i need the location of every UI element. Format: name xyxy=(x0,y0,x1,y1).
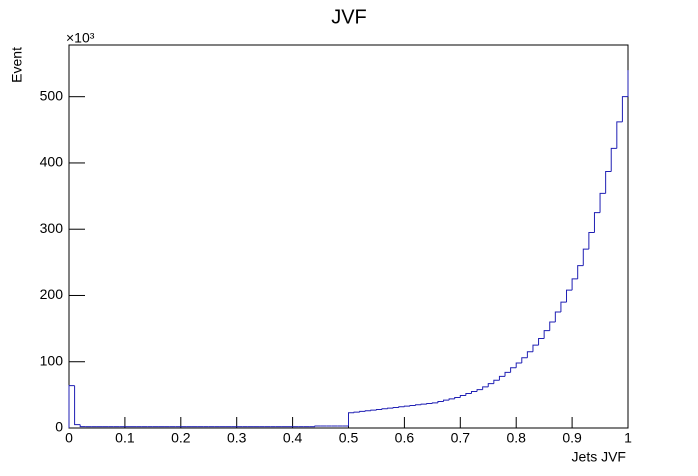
histogram-bin xyxy=(577,265,584,279)
histogram-bin xyxy=(381,408,388,410)
histogram-bin xyxy=(403,405,410,407)
y-tick-label: 400 xyxy=(40,154,64,170)
histogram-bin xyxy=(448,398,455,401)
x-tick-label: 0.7 xyxy=(451,430,471,446)
histogram-bin xyxy=(420,403,427,405)
histogram-bin xyxy=(68,385,75,428)
histogram-bin xyxy=(476,389,483,392)
chart-title: JVF xyxy=(331,6,367,28)
histogram-bin xyxy=(510,367,517,373)
y-tick-label: 200 xyxy=(40,286,64,302)
histogram-bin xyxy=(549,321,556,331)
histogram-bin xyxy=(398,406,405,408)
histogram-bin xyxy=(454,397,461,399)
histogram-bin xyxy=(605,171,612,194)
histogram-bin xyxy=(375,408,383,411)
x-tick-label: 0.3 xyxy=(227,430,247,446)
x-tick-label: 1 xyxy=(624,430,632,446)
histogram-bin xyxy=(493,379,500,384)
histogram-bin xyxy=(482,386,489,390)
histogram-bin xyxy=(409,404,416,407)
histogram-bin xyxy=(532,344,539,352)
histogram-bin xyxy=(588,232,595,250)
x-tick-label: 0.5 xyxy=(339,430,359,446)
histogram-bin xyxy=(426,402,433,405)
histogram-bin xyxy=(593,212,601,233)
histogram-bin xyxy=(610,147,617,172)
histogram-bin xyxy=(470,391,478,394)
histogram-bin xyxy=(348,412,355,427)
y-tick-label: 0 xyxy=(55,419,63,435)
histogram-bin xyxy=(359,410,366,413)
histogram-bin xyxy=(554,311,561,322)
histogram-bin xyxy=(392,406,399,409)
histogram-bin xyxy=(515,362,522,368)
histogram-bin xyxy=(74,385,81,426)
histogram-bin xyxy=(498,375,506,381)
x-tick-label: 0.2 xyxy=(171,430,191,446)
histogram-bin xyxy=(443,399,450,402)
histogram-bin xyxy=(431,402,438,404)
y-tick-label: 300 xyxy=(40,220,64,236)
histogram-bin xyxy=(582,248,589,266)
histogram-bin xyxy=(616,121,623,149)
y-tick-label: 500 xyxy=(40,87,64,103)
histogram-bin xyxy=(459,395,466,398)
x-axis-label: Jets JVF xyxy=(572,449,626,465)
histogram-bin xyxy=(370,409,377,411)
histogram-bin xyxy=(526,351,533,358)
histogram-bin xyxy=(599,192,606,213)
histogram-bin xyxy=(387,407,394,409)
histogram-bin xyxy=(566,289,573,303)
histogram-bin xyxy=(504,371,511,377)
histogram-bin xyxy=(538,338,545,346)
histogram-bin xyxy=(353,411,360,413)
histogram-bin xyxy=(571,278,578,291)
histogram-bin xyxy=(543,330,550,339)
x-tick-label: 0.9 xyxy=(562,430,582,446)
histogram-bin xyxy=(621,96,628,122)
histogram-bin xyxy=(487,383,494,387)
y-tick-label: 100 xyxy=(40,352,64,368)
histogram-bin xyxy=(560,301,567,313)
histogram-bin xyxy=(437,400,444,403)
histogram-bin xyxy=(465,393,472,396)
x-tick-label: 0 xyxy=(65,430,73,446)
histogram-bin xyxy=(521,357,528,364)
histogram-bin xyxy=(314,425,321,427)
histogram-bin xyxy=(415,404,422,406)
x-tick-label: 0.6 xyxy=(395,430,415,446)
y-axis-label: Event xyxy=(9,47,25,83)
x-tick-label: 0.8 xyxy=(506,430,526,446)
histogram-bin xyxy=(79,424,86,428)
histogram-bin xyxy=(364,410,371,412)
y-multiplier: ×10³ xyxy=(66,30,95,46)
x-tick-label: 0.1 xyxy=(115,430,135,446)
x-tick-label: 0.4 xyxy=(283,430,303,446)
